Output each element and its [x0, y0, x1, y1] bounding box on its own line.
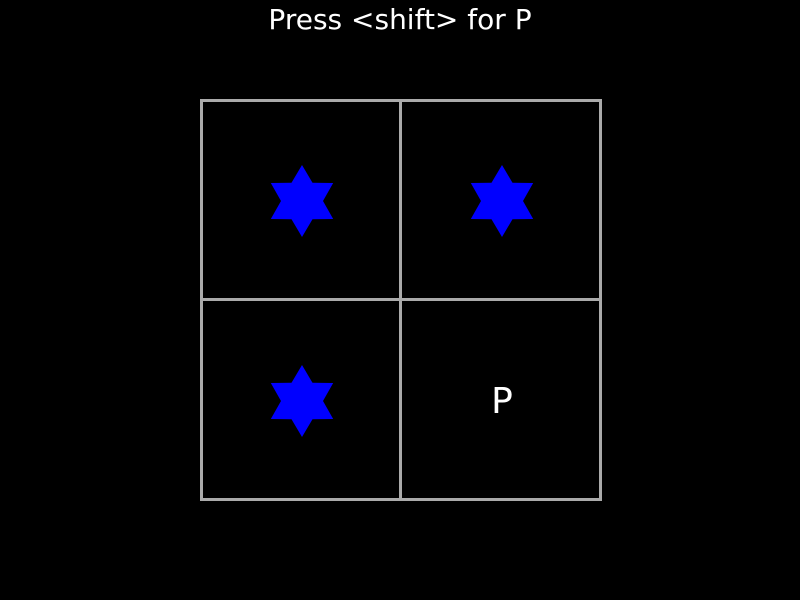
grid-cell-top-right[interactable]	[402, 101, 602, 301]
instruction-text: Press <shift> for P	[268, 3, 532, 36]
star-shape	[270, 365, 334, 437]
star-shape	[270, 165, 334, 237]
cell-letter-p: P	[491, 380, 513, 422]
six-point-star-icon	[470, 165, 534, 237]
grid-line-left	[200, 99, 203, 501]
six-point-star-icon	[270, 165, 334, 237]
grid-line-middle-vertical	[399, 99, 402, 501]
grid-cell-bottom-left[interactable]	[202, 301, 402, 501]
star-shape	[470, 165, 534, 237]
grid-cell-bottom-right[interactable]: P	[402, 301, 602, 501]
grid-line-right	[599, 99, 602, 501]
six-point-star-icon	[270, 365, 334, 437]
game-grid: P	[200, 99, 602, 501]
grid-cell-top-left[interactable]	[202, 101, 402, 301]
